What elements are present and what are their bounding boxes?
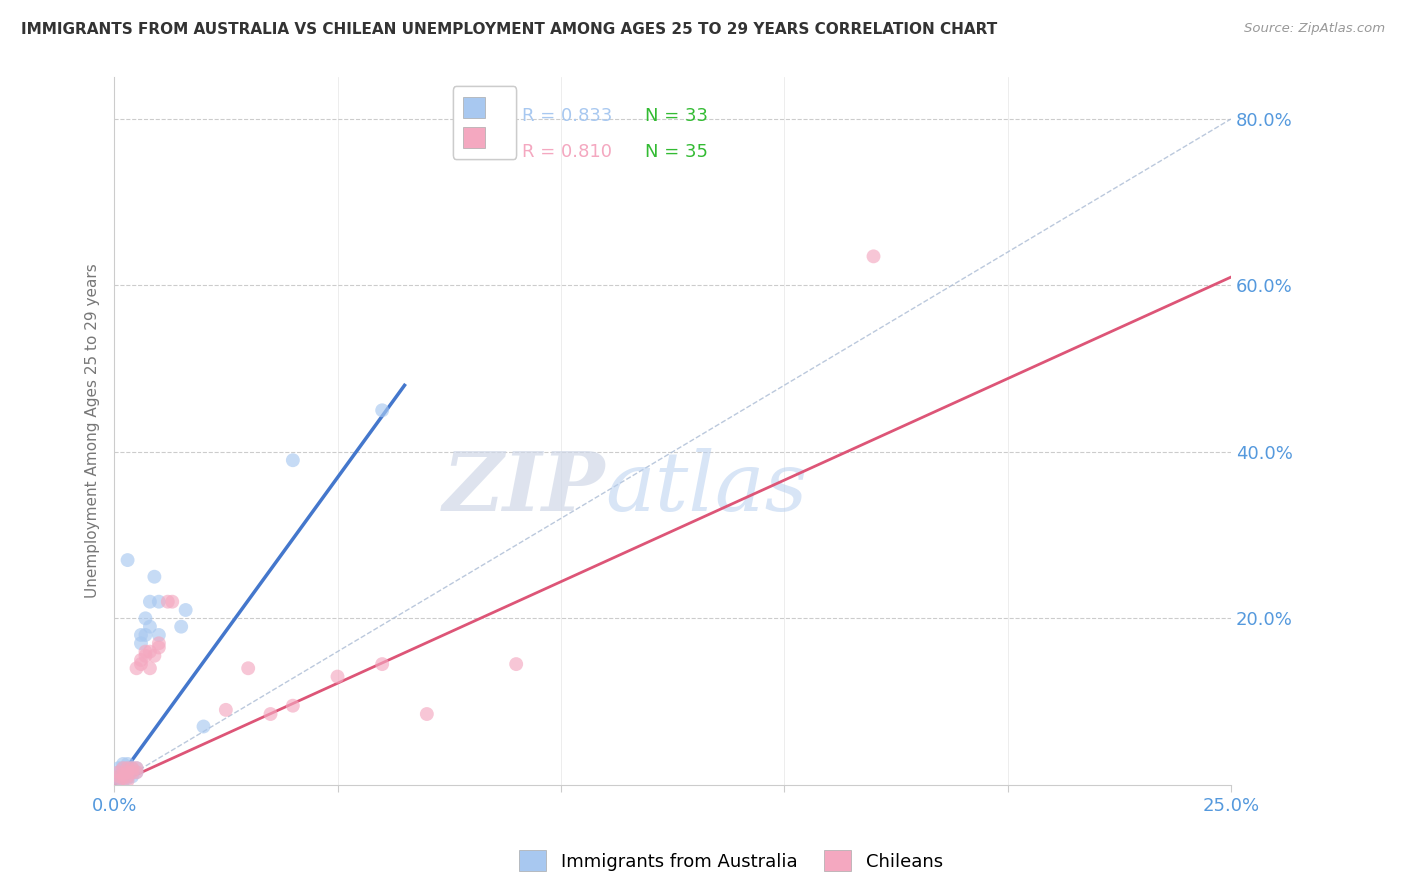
Point <box>112 756 135 771</box>
Point <box>107 773 129 788</box>
Point <box>259 706 281 721</box>
Point <box>134 648 156 663</box>
Point <box>125 661 148 675</box>
Point <box>148 636 170 650</box>
Point <box>107 769 129 783</box>
Point <box>112 765 135 780</box>
Point <box>148 595 170 609</box>
Point <box>281 698 304 713</box>
Point <box>170 620 193 634</box>
Point <box>193 719 215 733</box>
Text: R = 0.810: R = 0.810 <box>522 143 612 161</box>
Point <box>215 703 238 717</box>
Point <box>139 645 162 659</box>
Point <box>117 756 139 771</box>
Point <box>112 771 135 785</box>
Point <box>107 769 129 783</box>
Point <box>117 773 139 788</box>
Point <box>148 628 170 642</box>
Point <box>238 661 260 675</box>
Text: N = 35: N = 35 <box>644 143 707 161</box>
Point <box>143 570 166 584</box>
Point <box>139 620 162 634</box>
Point <box>107 771 129 785</box>
Point <box>129 653 152 667</box>
Point <box>125 765 148 780</box>
Point <box>143 648 166 663</box>
Point <box>121 765 143 780</box>
Point <box>117 553 139 567</box>
Point <box>107 761 129 775</box>
Point <box>121 769 143 783</box>
Point <box>121 761 143 775</box>
Text: Source: ZipAtlas.com: Source: ZipAtlas.com <box>1244 22 1385 36</box>
Point <box>139 661 162 675</box>
Y-axis label: Unemployment Among Ages 25 to 29 years: Unemployment Among Ages 25 to 29 years <box>86 264 100 599</box>
Point <box>117 765 139 780</box>
Point <box>129 657 152 672</box>
Text: N = 33: N = 33 <box>644 107 707 126</box>
Point <box>174 603 197 617</box>
Text: atlas: atlas <box>606 448 808 528</box>
Point <box>148 640 170 655</box>
Point <box>134 628 156 642</box>
Text: ZIP: ZIP <box>443 448 606 528</box>
Point <box>107 765 129 780</box>
Point <box>107 773 129 788</box>
Point <box>134 645 156 659</box>
Point <box>117 769 139 783</box>
Point <box>121 761 143 775</box>
Point <box>162 595 184 609</box>
Point <box>112 769 135 783</box>
Point <box>117 771 139 785</box>
Point <box>281 453 304 467</box>
Point <box>112 768 135 782</box>
Legend:  ,  : , <box>453 87 516 159</box>
Point <box>125 761 148 775</box>
Text: R = 0.833: R = 0.833 <box>522 107 612 126</box>
Point <box>112 761 135 775</box>
Point <box>117 761 139 775</box>
Point <box>112 761 135 775</box>
Point <box>129 636 152 650</box>
Point <box>862 249 884 263</box>
Point <box>107 765 129 780</box>
Point <box>156 595 179 609</box>
Legend: Immigrants from Australia, Chileans: Immigrants from Australia, Chileans <box>512 843 950 879</box>
Point <box>371 403 394 417</box>
Point <box>125 765 148 780</box>
Point <box>125 761 148 775</box>
Point <box>129 628 152 642</box>
Point <box>117 765 139 780</box>
Point <box>326 669 349 683</box>
Point <box>117 761 139 775</box>
Point <box>505 657 527 672</box>
Point <box>371 657 394 672</box>
Point <box>139 595 162 609</box>
Point <box>112 773 135 788</box>
Text: IMMIGRANTS FROM AUSTRALIA VS CHILEAN UNEMPLOYMENT AMONG AGES 25 TO 29 YEARS CORR: IMMIGRANTS FROM AUSTRALIA VS CHILEAN UNE… <box>21 22 997 37</box>
Point <box>134 611 156 625</box>
Point <box>416 706 439 721</box>
